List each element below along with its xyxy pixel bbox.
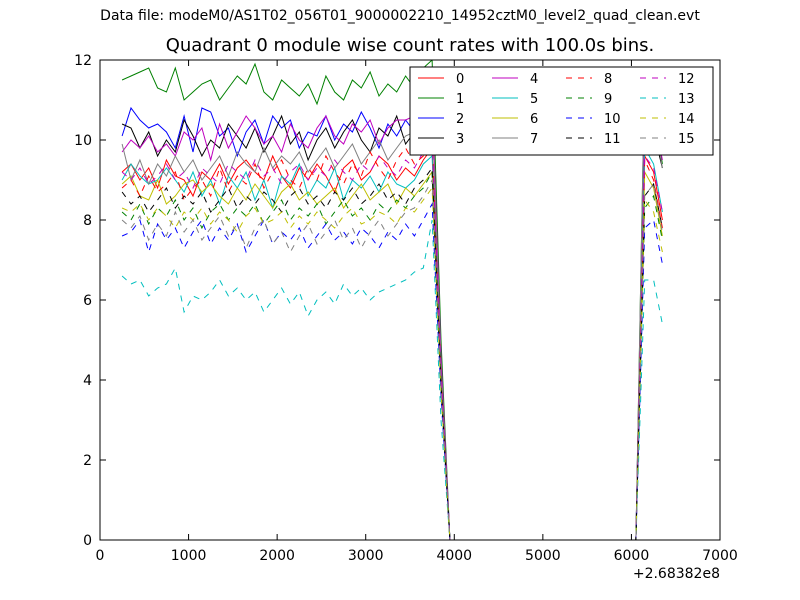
legend-frame	[409, 66, 714, 156]
series-line-2	[121, 99, 663, 540]
y-tick-label: 4	[83, 373, 92, 389]
legend-label-2: 2	[456, 112, 464, 127]
legend-label-12: 12	[678, 72, 695, 87]
legend-label-11: 11	[604, 132, 621, 147]
series-line-4	[121, 90, 663, 540]
series-line-11	[121, 166, 663, 540]
series-line-10	[121, 202, 663, 540]
x-tick-label: 7000	[702, 548, 738, 564]
legend-label-6: 6	[530, 112, 538, 127]
y-tick-label: 6	[83, 293, 92, 309]
legend-label-13: 13	[678, 92, 695, 107]
series-line-6	[121, 170, 663, 540]
series-line-3	[121, 102, 663, 540]
x-tick-label: 6000	[614, 548, 650, 564]
x-tick-label: 3000	[348, 548, 384, 564]
y-tick-label: 8	[83, 213, 92, 229]
legend-label-8: 8	[604, 72, 612, 87]
y-tick-label: 2	[83, 453, 92, 469]
figure-suptitle: Data file: modeM0/AS1T02_056T01_90000022…	[100, 8, 700, 24]
series-line-15	[121, 178, 663, 540]
legend-label-15: 15	[678, 132, 695, 147]
y-tick-label: 10	[74, 133, 92, 149]
x-tick-label: 0	[96, 548, 105, 564]
chart-title: Quadrant 0 module wise count rates with …	[165, 35, 655, 56]
legend-label-9: 9	[604, 92, 612, 107]
series-line-8	[121, 138, 663, 540]
series-line-1	[121, 60, 663, 540]
legend-label-1: 1	[456, 92, 464, 107]
legend-label-7: 7	[530, 132, 538, 147]
x-tick-label: 2000	[259, 548, 295, 564]
series-line-0	[121, 146, 663, 540]
series-line-12	[121, 138, 663, 540]
x-tick-label: 4000	[436, 548, 472, 564]
x-offset-label: +2.68382e8	[633, 566, 720, 582]
series-line-7	[121, 67, 663, 540]
series-line-5	[121, 146, 663, 540]
series-line-9	[121, 170, 663, 540]
legend-label-14: 14	[678, 112, 695, 127]
legend-label-3: 3	[456, 132, 464, 147]
y-tick-label: 12	[74, 53, 92, 69]
series-layer	[121, 60, 663, 540]
x-tick-label: 1000	[171, 548, 207, 564]
legend-label-4: 4	[530, 72, 538, 87]
series-line-13	[121, 219, 663, 540]
legend-label-0: 0	[456, 72, 464, 87]
x-tick-label: 5000	[525, 548, 561, 564]
series-line-14	[121, 186, 663, 540]
legend-label-10: 10	[604, 112, 621, 127]
y-tick-label: 0	[83, 533, 92, 549]
legend-label-5: 5	[530, 92, 538, 107]
